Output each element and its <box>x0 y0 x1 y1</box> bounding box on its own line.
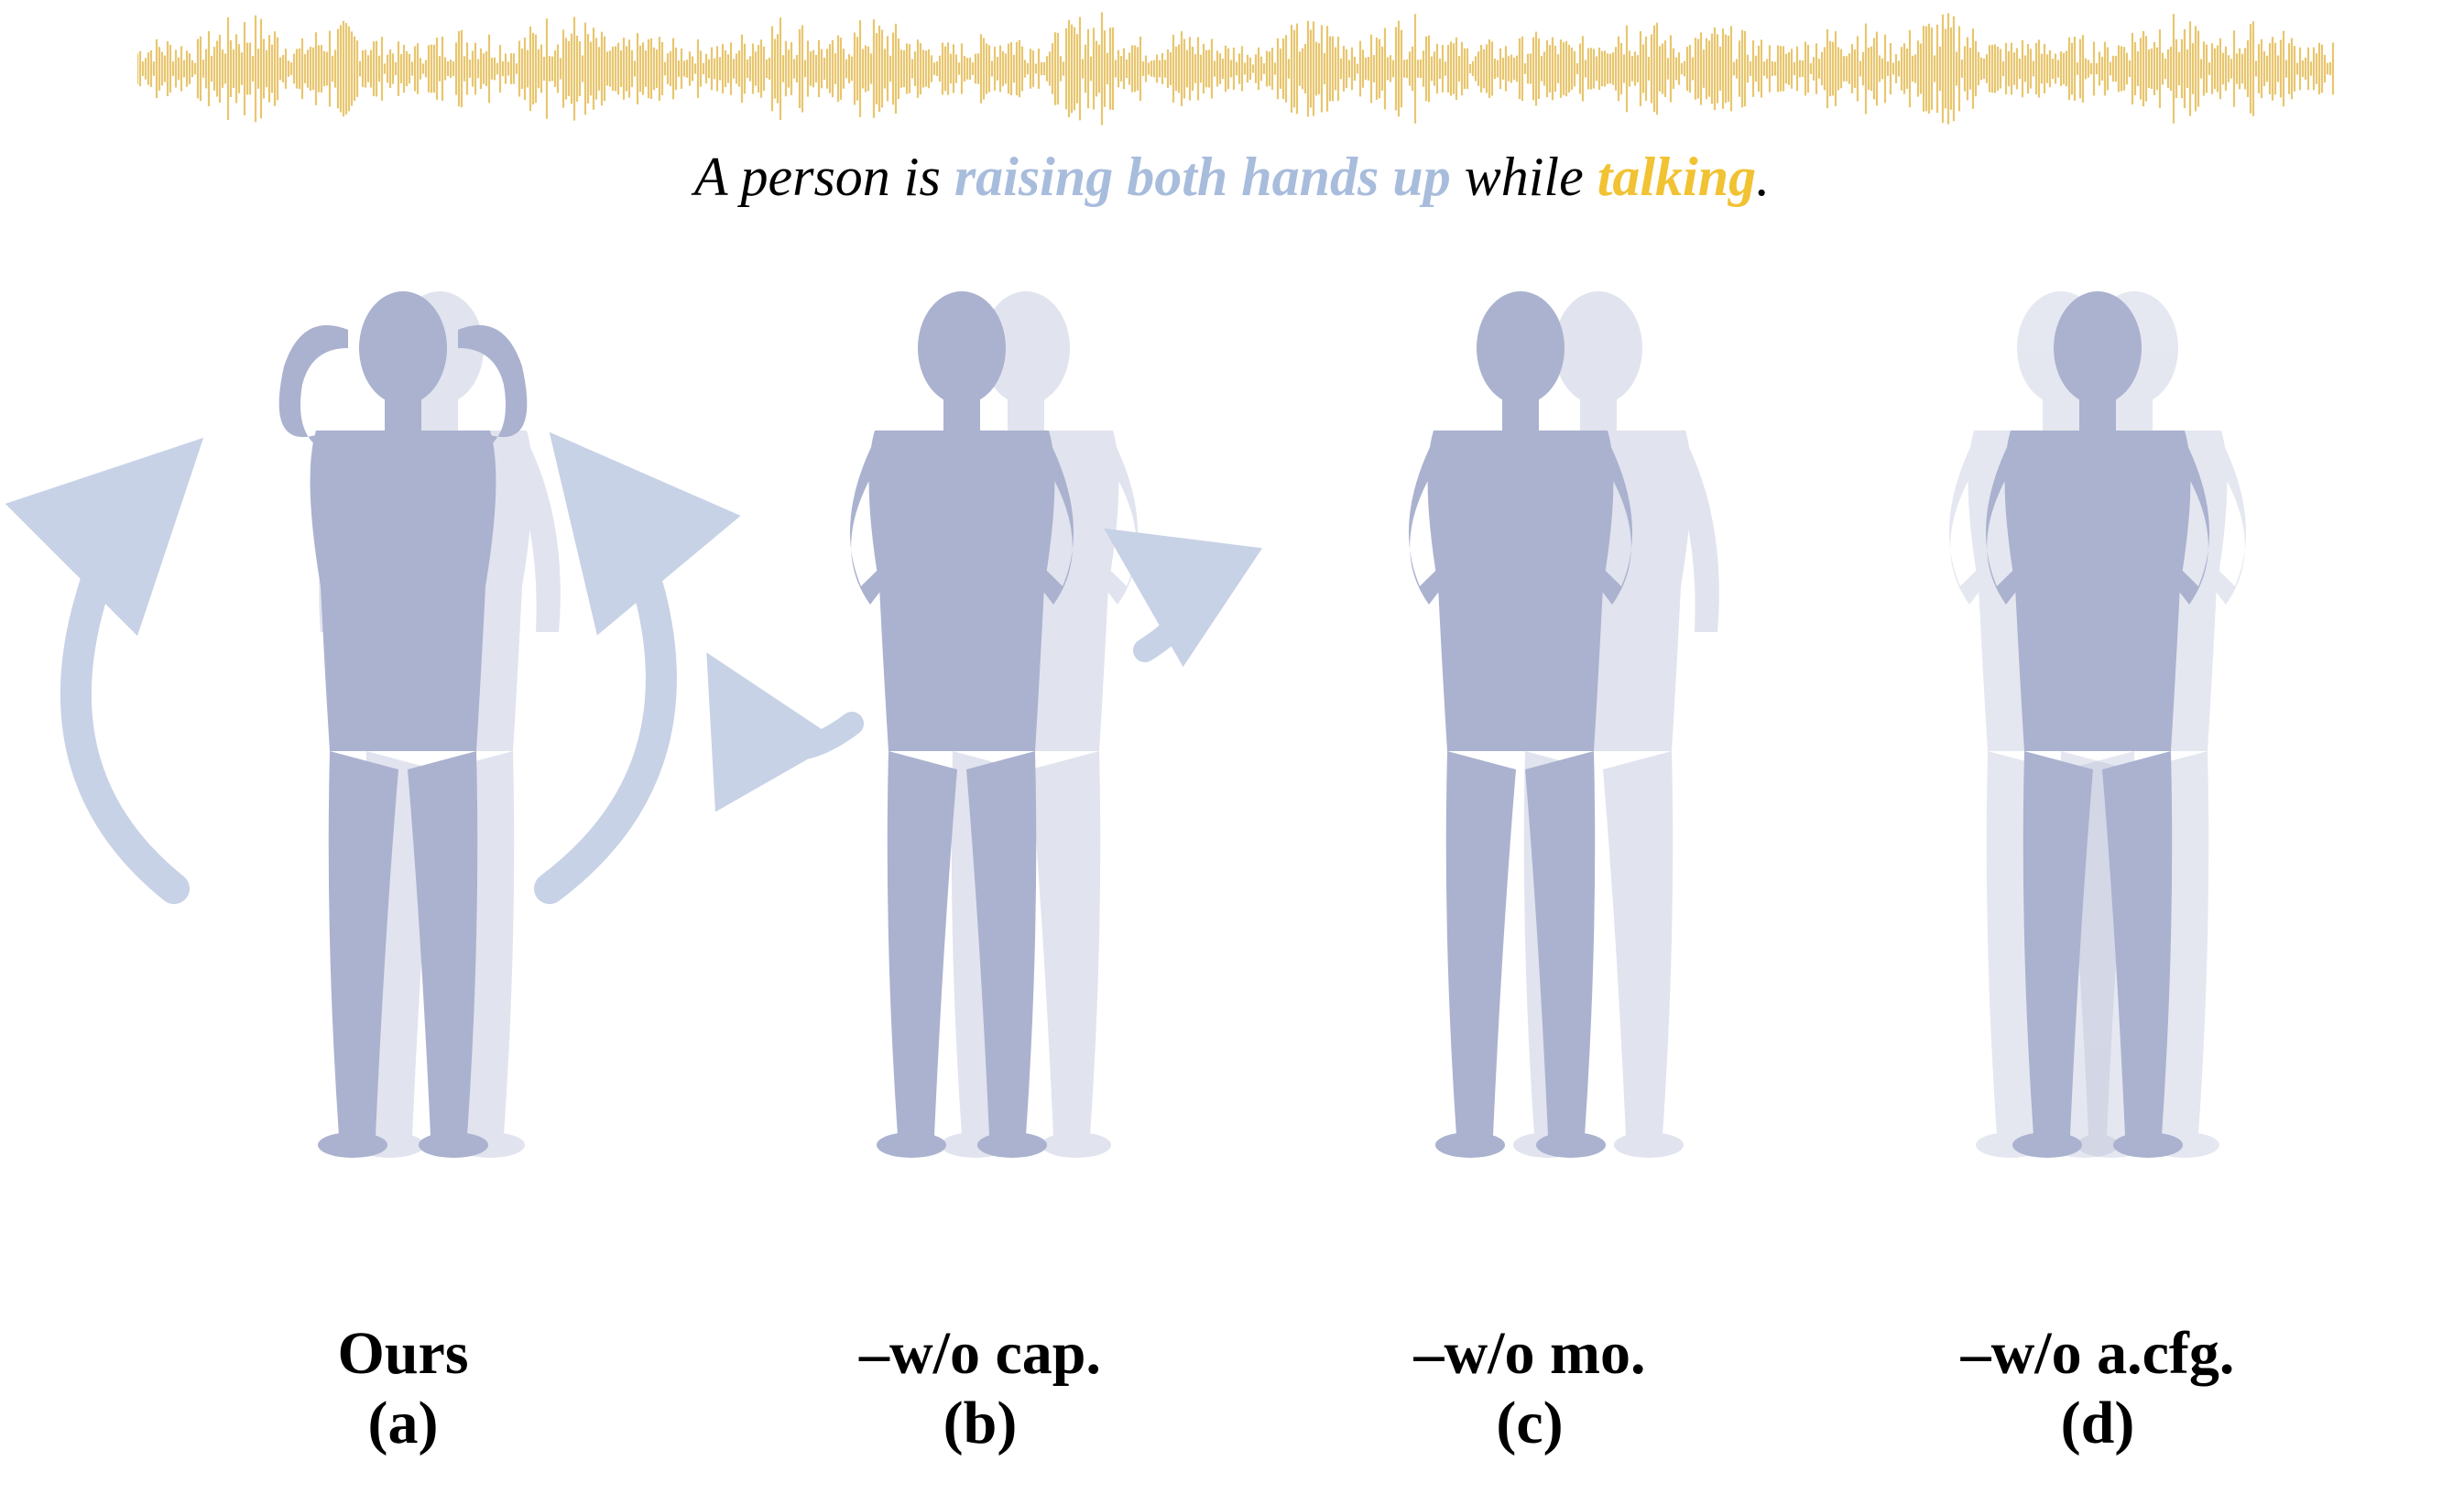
panel-letter: (a) <box>367 1390 439 1456</box>
panel-letter: (c) <box>1496 1390 1564 1456</box>
motion-arrow-left <box>5 437 204 904</box>
figure-d <box>1949 291 2246 1158</box>
panel-name: –w/o mo. <box>1413 1320 1646 1387</box>
caption-prefix: A person is <box>693 147 954 207</box>
caption-action-highlight: raising both hands up <box>954 147 1451 207</box>
panel-letter: (b) <box>943 1390 1018 1456</box>
waveform-bars <box>137 12 2335 125</box>
motion-arrow-right <box>534 431 741 904</box>
panel-name: Ours <box>337 1320 469 1387</box>
figure-a <box>5 291 741 1158</box>
caption-speech-highlight: talking <box>1597 147 1757 207</box>
human-figures <box>5 291 2246 1158</box>
panel-name: –w/o a.cfg. <box>1960 1320 2235 1387</box>
caption-suffix: . <box>1756 147 1771 207</box>
panel-name: –w/o cap. <box>859 1320 1101 1387</box>
panel-letter: (d) <box>2060 1390 2135 1456</box>
caption-text: A person is raising both hands up while … <box>0 136 2464 218</box>
motion-arrow-right <box>1104 528 1263 668</box>
panel-label-c: –w/o mo. (c) <box>1255 1319 1804 1458</box>
caption-middle: while <box>1450 147 1597 207</box>
figure-c <box>1409 291 1719 1158</box>
panel-label-d: –w/o a.cfg. (d) <box>1823 1319 2372 1458</box>
figure-b <box>706 291 1263 1158</box>
audio-waveform <box>137 12 2335 125</box>
panel-label-b: –w/o cap. (b) <box>705 1319 1255 1458</box>
motion-arrow-left <box>706 652 864 812</box>
panel-label-a: Ours (a) <box>128 1319 678 1458</box>
